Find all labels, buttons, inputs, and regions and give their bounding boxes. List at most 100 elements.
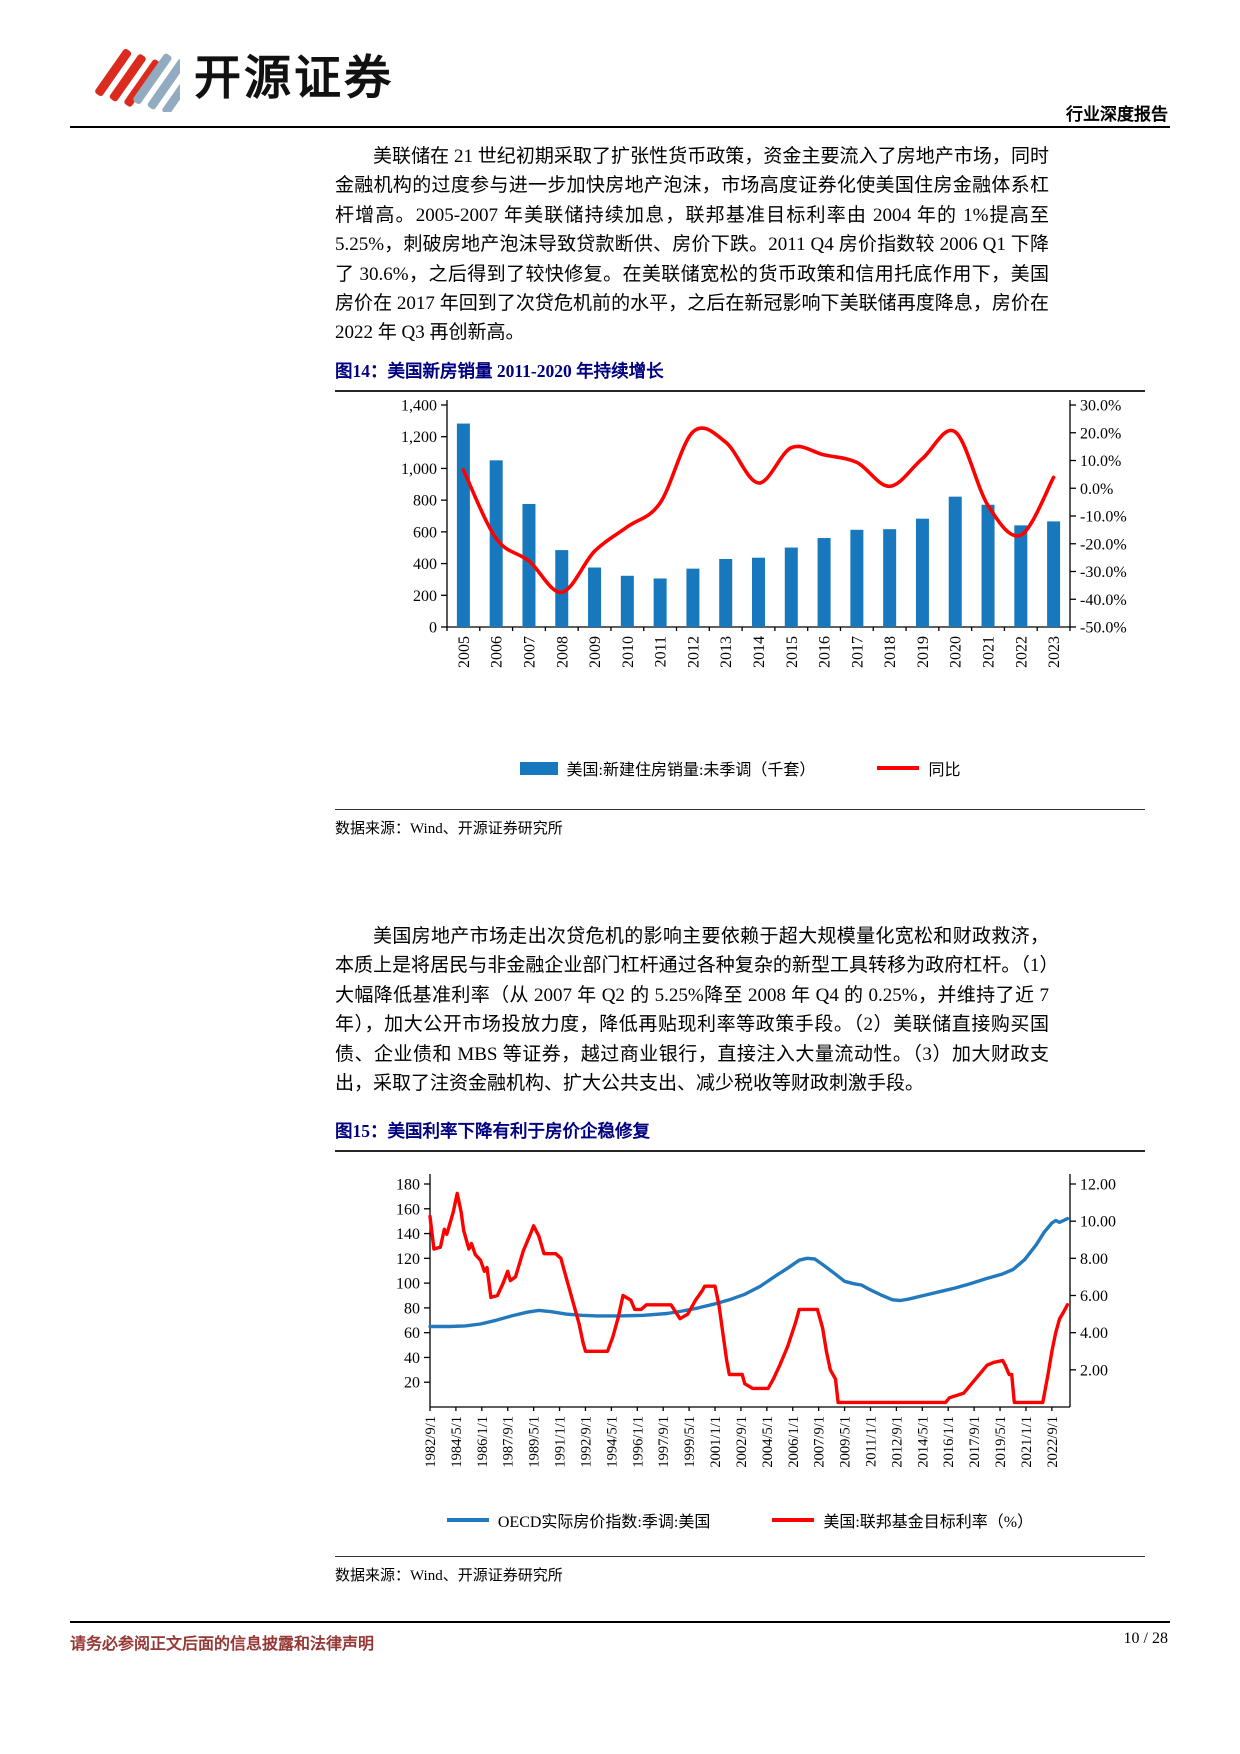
paragraph-2: 美国房地产市场走出次贷危机的影响主要依赖于超大规模量化宽松和财政救济，本质上是将… xyxy=(335,926,1049,1095)
svg-text:2010: 2010 xyxy=(620,636,637,668)
red-line-swatch-icon xyxy=(877,766,920,770)
svg-text:-20.0%: -20.0% xyxy=(1080,536,1127,553)
svg-text:120: 120 xyxy=(396,1251,420,1268)
red-line-swatch-icon xyxy=(772,1518,815,1522)
svg-text:-10.0%: -10.0% xyxy=(1080,509,1127,526)
svg-text:2022/9/1: 2022/9/1 xyxy=(1045,1416,1061,1468)
svg-text:1986/1/1: 1986/1/1 xyxy=(475,1416,491,1468)
svg-text:600: 600 xyxy=(413,524,437,541)
svg-text:200: 200 xyxy=(413,588,437,605)
figure15-legend-blue-label: OECD实际房价指数:季调:美国 xyxy=(497,1514,711,1531)
svg-text:2001/1/1: 2001/1/1 xyxy=(708,1416,724,1468)
svg-text:2005: 2005 xyxy=(456,636,473,668)
svg-text:2022: 2022 xyxy=(1013,636,1030,668)
svg-text:2018: 2018 xyxy=(882,636,899,668)
footer-disclaimer: 请务必参阅正文后面的信息披露和法律声明 xyxy=(70,1636,375,1653)
figure14-legend-bar-item: 美国:新建住房销量:未季调（千套） xyxy=(519,756,816,780)
brand-name: 开源证券 xyxy=(194,50,394,104)
svg-text:10.00: 10.00 xyxy=(1080,1214,1116,1231)
svg-text:80: 80 xyxy=(404,1300,420,1317)
svg-text:10.0%: 10.0% xyxy=(1080,453,1121,470)
svg-text:2012: 2012 xyxy=(685,636,702,668)
svg-text:0: 0 xyxy=(429,620,437,637)
svg-text:1,000: 1,000 xyxy=(401,461,437,478)
svg-text:-30.0%: -30.0% xyxy=(1080,564,1127,581)
figure14-legend-bar-label: 美国:新建住房销量:未季调（千套） xyxy=(566,762,816,779)
svg-text:2017: 2017 xyxy=(849,636,866,668)
svg-text:2019/5/1: 2019/5/1 xyxy=(993,1416,1009,1468)
figure15-legend-red-item: 美国:联邦基金目标利率（%） xyxy=(772,1508,1033,1532)
paragraph-1: 美联储在 21 世纪初期采取了扩张性货币政策，资金主要流入了房地产市场，同时金融… xyxy=(335,146,1049,344)
svg-text:2007: 2007 xyxy=(521,636,538,668)
svg-text:2023: 2023 xyxy=(1046,636,1063,668)
page-number: 10 / 28 xyxy=(1123,1630,1168,1647)
svg-text:30.0%: 30.0% xyxy=(1080,398,1121,415)
figure14-title: 图14：美国新房销量 2011-2020 年持续增长 xyxy=(335,361,664,381)
figure14-legend-line-label: 同比 xyxy=(928,762,961,779)
svg-text:2015: 2015 xyxy=(784,636,801,668)
svg-text:2014: 2014 xyxy=(751,636,768,668)
footer-rule xyxy=(70,1621,1170,1623)
figure15-legend: OECD实际房价指数:季调:美国 美国:联邦基金目标利率（%） xyxy=(335,1508,1145,1532)
svg-text:20: 20 xyxy=(404,1375,420,1392)
figure15-chart: 20 40 60 80 100 120 140 160 180 2.00 4.00 6.00 8.00 1… xyxy=(396,1174,1116,1468)
svg-text:1996/1/1: 1996/1/1 xyxy=(630,1416,646,1468)
svg-text:1984/5/1: 1984/5/1 xyxy=(449,1416,465,1468)
svg-text:1989/5/1: 1989/5/1 xyxy=(527,1416,543,1468)
svg-text:0.0%: 0.0% xyxy=(1080,481,1113,498)
svg-text:40: 40 xyxy=(404,1350,420,1367)
svg-text:1992/9/1: 1992/9/1 xyxy=(578,1416,594,1468)
svg-text:2002/9/1: 2002/9/1 xyxy=(734,1416,750,1468)
svg-text:2016/1/1: 2016/1/1 xyxy=(941,1416,957,1468)
svg-text:400: 400 xyxy=(413,556,437,573)
figure-14: 图14：美国新房销量 2011-2020 年持续增长 0 200 400 600 800… xyxy=(335,358,1145,838)
svg-text:2.00: 2.00 xyxy=(1080,1362,1108,1379)
svg-text:60: 60 xyxy=(404,1325,420,1342)
svg-text:2013: 2013 xyxy=(718,636,735,668)
svg-text:2011: 2011 xyxy=(653,636,670,667)
svg-text:1999/5/1: 1999/5/1 xyxy=(682,1416,698,1468)
svg-text:-40.0%: -40.0% xyxy=(1080,592,1127,609)
svg-text:-50.0%: -50.0% xyxy=(1080,620,1127,637)
svg-text:2017/9/1: 2017/9/1 xyxy=(967,1416,983,1468)
svg-text:2006: 2006 xyxy=(489,636,506,668)
brand-logo-icon xyxy=(95,48,180,112)
svg-text:2009/5/1: 2009/5/1 xyxy=(838,1416,854,1468)
svg-text:2021: 2021 xyxy=(981,636,998,668)
blue-line-swatch-icon xyxy=(446,1518,489,1522)
svg-text:100: 100 xyxy=(396,1276,420,1293)
figure15-legend-red-label: 美国:联邦基金目标利率（%） xyxy=(823,1514,1034,1531)
svg-text:800: 800 xyxy=(413,493,437,510)
svg-text:180: 180 xyxy=(396,1177,420,1194)
svg-text:4.00: 4.00 xyxy=(1080,1325,1108,1342)
svg-text:2011/1/1: 2011/1/1 xyxy=(863,1416,879,1467)
svg-text:1997/9/1: 1997/9/1 xyxy=(656,1416,672,1468)
figure15-title: 图15：美国利率下降有利于房价企稳修复 xyxy=(335,1121,650,1141)
svg-text:140: 140 xyxy=(396,1226,420,1243)
svg-text:1,400: 1,400 xyxy=(401,398,437,415)
brand-logo: 开源证券 xyxy=(84,34,394,112)
figure14-source-rule xyxy=(335,809,1145,810)
svg-text:160: 160 xyxy=(396,1201,420,1218)
svg-text:8.00: 8.00 xyxy=(1080,1251,1108,1268)
svg-text:2019: 2019 xyxy=(915,636,932,668)
svg-text:2004/5/1: 2004/5/1 xyxy=(760,1416,776,1468)
figure15-source: 数据来源：Wind、开源证券研究所 xyxy=(335,1568,563,1584)
svg-text:2008: 2008 xyxy=(554,636,571,668)
svg-text:2006/1/1: 2006/1/1 xyxy=(786,1416,802,1468)
svg-text:6.00: 6.00 xyxy=(1080,1288,1108,1305)
svg-text:1994/5/1: 1994/5/1 xyxy=(604,1416,620,1468)
figure14-legend-line-item: 同比 xyxy=(877,756,960,780)
figure14-legend: 美国:新建住房销量:未季调（千套） 同比 xyxy=(335,756,1145,780)
svg-text:12.00: 12.00 xyxy=(1080,1177,1116,1194)
figure14-chart: 0 200 400 600 800 1,000 1,200 1,400 -50.0% -40.0%… xyxy=(401,398,1127,669)
figure14-source: 数据来源：Wind、开源证券研究所 xyxy=(335,821,563,837)
report-type-label: 行业深度报告 xyxy=(1066,105,1168,124)
figure15-title-rule xyxy=(335,1150,1145,1152)
svg-text:2012/9/1: 2012/9/1 xyxy=(889,1416,905,1468)
svg-text:2016: 2016 xyxy=(817,636,834,668)
svg-text:1991/1/1: 1991/1/1 xyxy=(553,1416,569,1468)
figure15-source-rule xyxy=(335,1556,1145,1557)
figure15-legend-blue-item: OECD实际房价指数:季调:美国 xyxy=(446,1508,711,1532)
